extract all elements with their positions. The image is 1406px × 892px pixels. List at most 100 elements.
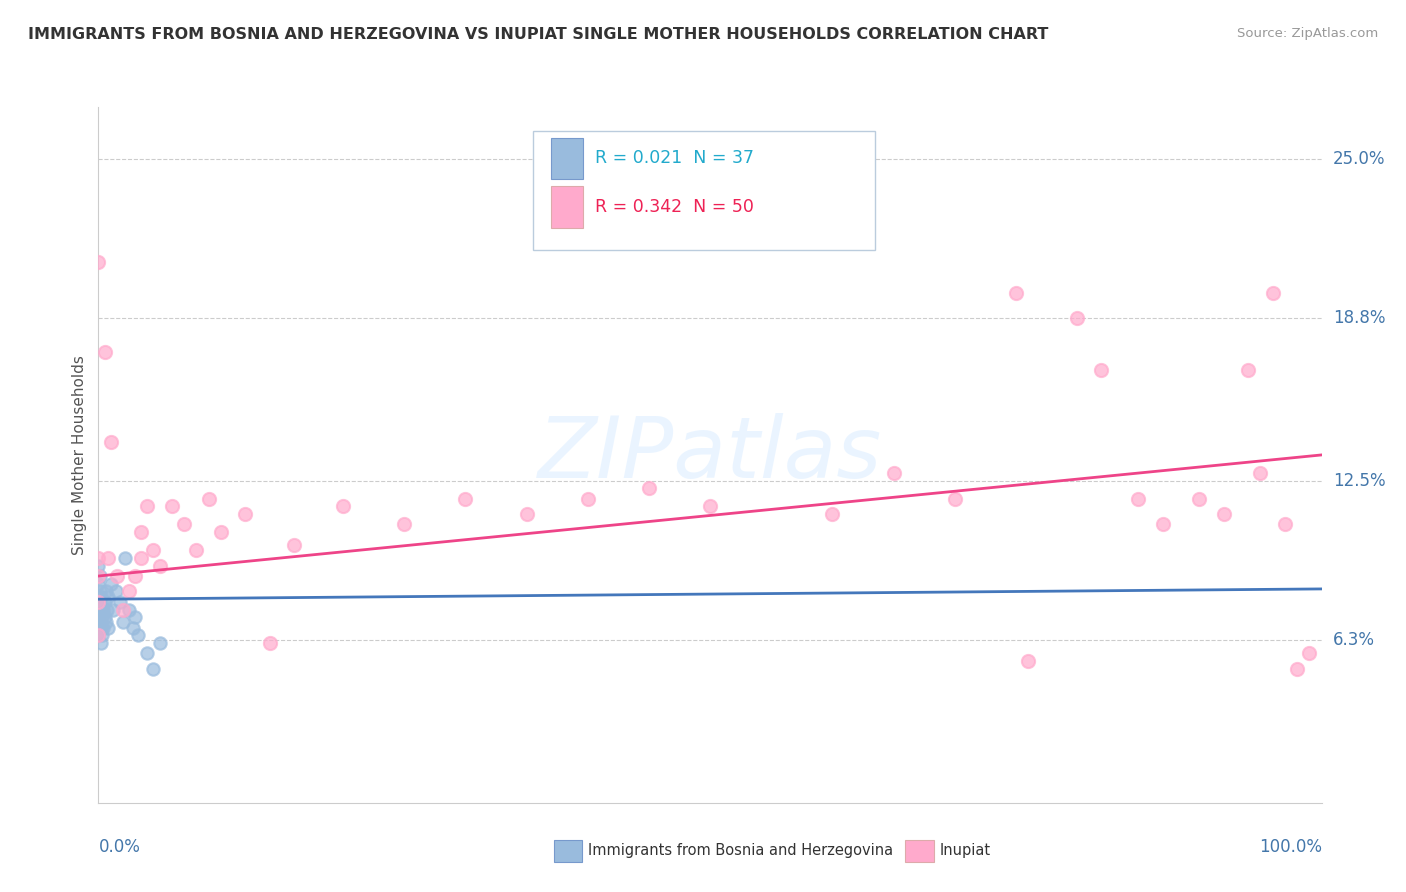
Point [89,569,111,583]
Point [943,491,966,506]
Point [1261,285,1284,300]
Point [91,610,114,624]
Point [87,254,110,268]
Point [149,558,172,573]
Text: R = 0.342  N = 50: R = 0.342 N = 50 [595,198,754,216]
Point [283,538,305,552]
Y-axis label: Single Mother Households: Single Mother Households [72,355,87,555]
Text: 25.0%: 25.0% [1333,150,1385,168]
FancyBboxPatch shape [533,131,875,250]
Point [91,628,114,642]
Point [142,543,165,558]
Point [883,466,905,480]
Text: Inupiat: Inupiat [939,844,990,858]
Point [1066,311,1088,326]
Point [100,576,122,591]
Point [93,344,115,359]
Point [1298,646,1320,660]
Point [91,602,114,616]
Point [87,595,110,609]
Point [89,584,111,599]
Point [118,602,141,616]
Text: Source: ZipAtlas.com: Source: ZipAtlas.com [1237,27,1378,40]
Point [105,569,128,583]
Point [90,621,112,635]
Point [129,525,152,540]
Point [1237,363,1260,377]
FancyBboxPatch shape [551,137,583,178]
Point [89,602,111,616]
Point [87,610,110,624]
Text: 0.0%: 0.0% [98,838,141,855]
Point [97,551,120,566]
Point [87,628,110,642]
Point [1286,662,1309,676]
Point [1152,517,1174,532]
Point [1090,363,1112,377]
Text: IMMIGRANTS FROM BOSNIA AND HERZEGOVINA VS INUPIAT SINGLE MOTHER HOUSEHOLDS CORRE: IMMIGRANTS FROM BOSNIA AND HERZEGOVINA V… [28,27,1049,42]
Point [259,636,281,650]
Point [1212,507,1234,521]
Point [87,628,110,642]
Text: 12.5%: 12.5% [1333,472,1385,490]
Point [87,569,110,583]
Text: ZIPatlas: ZIPatlas [538,413,882,497]
Point [454,491,477,506]
Point [136,500,159,514]
Point [111,602,134,616]
Point [699,500,721,514]
Point [87,558,110,573]
Point [90,599,112,614]
Point [1274,517,1296,532]
Point [100,435,122,450]
Point [127,628,149,642]
Point [124,569,146,583]
Point [1249,466,1271,480]
Point [1128,491,1150,506]
Point [197,491,219,506]
Text: R = 0.021  N = 37: R = 0.021 N = 37 [595,149,754,167]
Point [761,182,783,196]
Point [87,576,110,591]
Point [186,543,208,558]
Point [821,507,844,521]
FancyBboxPatch shape [551,186,583,227]
Point [173,517,195,532]
Point [96,602,118,616]
Text: 100.0%: 100.0% [1258,838,1322,855]
Point [94,584,117,599]
Point [1017,654,1039,668]
Point [91,621,114,635]
Point [94,615,117,630]
Point [104,584,127,599]
Point [392,517,416,532]
Point [93,595,115,609]
Point [90,636,112,650]
Text: Immigrants from Bosnia and Herzegovina: Immigrants from Bosnia and Herzegovina [588,844,893,858]
Point [124,610,146,624]
Text: 18.8%: 18.8% [1333,310,1385,327]
Point [89,615,111,630]
Point [97,590,120,604]
Point [93,610,115,624]
Point [118,584,141,599]
Point [332,500,354,514]
Point [1004,285,1026,300]
Point [111,615,134,630]
Point [160,500,183,514]
Text: 6.3%: 6.3% [1333,632,1375,649]
Point [233,507,256,521]
Point [149,636,172,650]
Point [515,507,537,521]
Point [90,590,112,604]
Point [121,621,143,635]
Point [97,621,120,635]
Point [110,595,132,609]
Point [576,491,599,506]
Point [87,551,110,566]
Point [142,662,165,676]
Point [1188,491,1211,506]
Point [637,482,661,496]
Point [136,646,159,660]
Point [129,551,152,566]
